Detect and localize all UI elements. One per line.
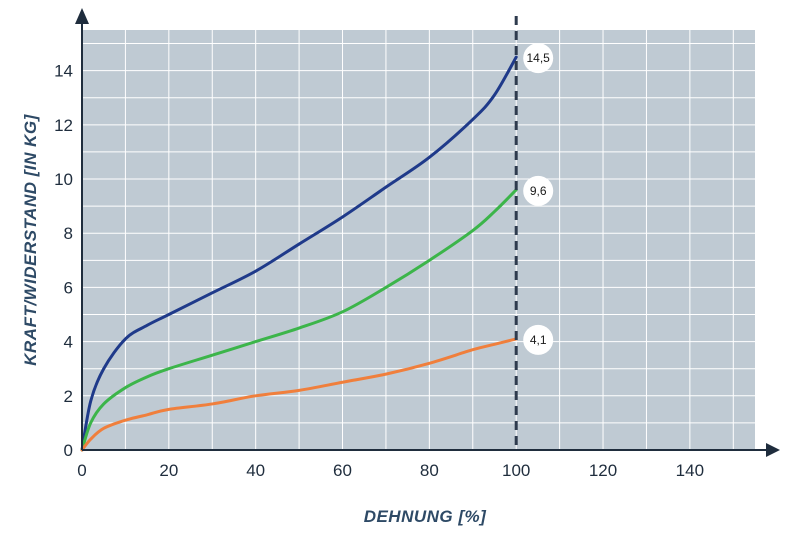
- y-tick-label: 12: [54, 116, 73, 135]
- y-axis-title: KRAFT/WIDERSTAND [IN KG]: [21, 113, 40, 365]
- x-tick-label: 0: [77, 461, 86, 480]
- value-callout-bubble: [523, 43, 554, 74]
- y-tick-label: 6: [64, 278, 73, 297]
- value-callout-label: 4,1: [530, 333, 547, 347]
- axes: [75, 8, 780, 457]
- callouts: 14,5 9,6 4,1: [523, 43, 554, 355]
- series-line-0: [80, 55, 518, 452]
- grid: [82, 30, 755, 450]
- x-tick-label: 40: [246, 461, 265, 480]
- y-axis-arrow-icon: [75, 8, 89, 24]
- y-tick-label: 10: [54, 170, 73, 189]
- x-tick-label: 100: [502, 461, 530, 480]
- value-callout-label: 14,5: [527, 51, 551, 65]
- x-tick-label: 60: [333, 461, 352, 480]
- x-axis-arrow-icon: [766, 443, 780, 457]
- y-tick-label: 2: [64, 387, 73, 406]
- value-callout-label: 9,6: [530, 184, 547, 198]
- value-callout-bubble: [523, 175, 554, 206]
- x-tick-label: 140: [676, 461, 704, 480]
- y-tick-label: 14: [54, 62, 73, 81]
- series-layer: [80, 55, 518, 452]
- x-axis-title: DEHNUNG [%]: [364, 507, 487, 526]
- x-tick-label: 120: [589, 461, 617, 480]
- series-line-1: [80, 188, 518, 452]
- x-tick-label: 20: [159, 461, 178, 480]
- y-tick-label: 0: [64, 441, 73, 460]
- x-tick-label: 80: [420, 461, 439, 480]
- ticks: 0 20 40 60 80 100 120 140 0 2 4 6 8 10 12 14: [54, 62, 704, 480]
- value-callout-bubble: [523, 324, 554, 355]
- plot-background: [82, 30, 755, 450]
- y-tick-label: 8: [64, 224, 73, 243]
- y-tick-label: 4: [64, 333, 73, 352]
- series-line-2: [80, 337, 518, 452]
